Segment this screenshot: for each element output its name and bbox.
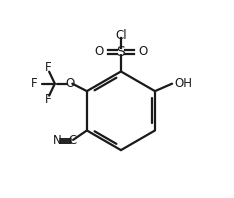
Text: F: F bbox=[31, 77, 38, 90]
Text: O: O bbox=[65, 77, 74, 90]
Text: OH: OH bbox=[174, 77, 192, 90]
Text: N: N bbox=[52, 134, 61, 147]
Text: S: S bbox=[117, 45, 125, 59]
Text: C: C bbox=[69, 134, 77, 147]
Text: F: F bbox=[45, 93, 51, 106]
Text: F: F bbox=[45, 61, 51, 74]
Text: O: O bbox=[138, 45, 147, 58]
Text: O: O bbox=[95, 45, 104, 58]
Text: Cl: Cl bbox=[115, 29, 127, 42]
